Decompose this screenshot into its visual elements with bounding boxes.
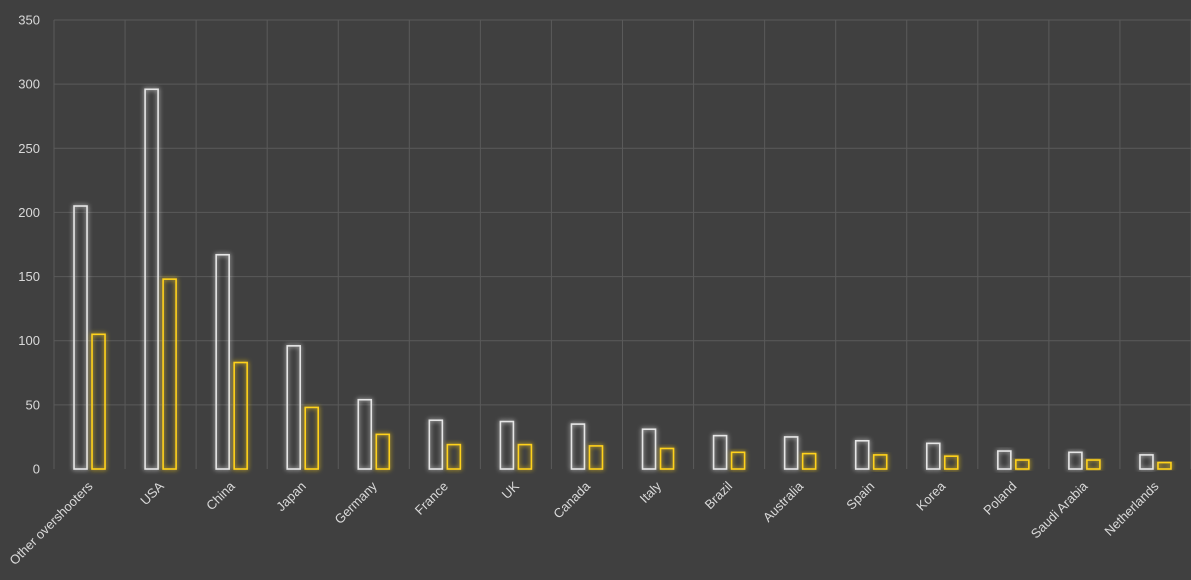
y-tick-label: 0 (33, 462, 40, 477)
bar-series-2 (801, 452, 817, 470)
bar-series-2 (91, 333, 106, 470)
bar-series-2 (730, 451, 746, 470)
y-tick-label: 100 (18, 333, 40, 348)
x-tick-label: Other overshooters (6, 478, 96, 568)
x-tick-label: Spain (843, 479, 877, 513)
gridlines (53, 19, 1191, 469)
y-tick-label: 250 (18, 141, 40, 156)
bar-series-1 (286, 345, 302, 470)
bar-series-2 (659, 447, 675, 470)
x-tick-label: Netherlands (1101, 478, 1162, 539)
x-tick-label: Germany (331, 478, 380, 527)
bar-series-2 (943, 455, 959, 470)
bar-series-2 (233, 361, 248, 470)
bar-series-2 (517, 443, 533, 470)
bar-series-1 (997, 450, 1012, 470)
bar-series-1 (73, 205, 88, 470)
bar-series-1 (357, 398, 373, 470)
y-tick-label: 150 (18, 269, 40, 284)
x-tick-label: Japan (273, 479, 309, 515)
x-tick-label: USA (137, 478, 167, 508)
y-axis-ticks: 0 50 100 150 200 250 300 350 (18, 13, 40, 477)
bar-series-1 (570, 423, 586, 470)
bar-series-2 (872, 454, 888, 470)
bar-series-1 (1068, 451, 1083, 470)
bar-series-1 (712, 434, 728, 470)
x-tick-label: France (412, 479, 451, 518)
x-tick-label: Brazil (702, 478, 736, 512)
x-tick-label: Australia (760, 478, 807, 525)
x-axis-ticks: Other overshooters USA China Japan Germany Fr… (6, 478, 1162, 568)
bar-series-1 (854, 439, 870, 470)
x-tick-label: Saudi Arabia (1028, 478, 1091, 541)
x-tick-label: UK (499, 478, 523, 502)
bar-series-2 (446, 443, 462, 470)
bar-series-1 (1139, 454, 1154, 470)
bar-series-1 (144, 88, 159, 470)
bar-series-1 (641, 428, 657, 470)
bar-series-2 (304, 406, 320, 470)
y-tick-label: 200 (18, 205, 40, 220)
x-tick-label: Italy (637, 478, 665, 506)
x-tick-label: China (203, 478, 238, 513)
y-tick-label: 300 (18, 77, 40, 92)
bar-series-2 (588, 445, 604, 470)
bar-series-2 (375, 433, 391, 470)
x-tick-label: Canada (550, 478, 593, 521)
bar-series-2 (1157, 461, 1172, 470)
x-tick-label: Korea (913, 478, 949, 514)
bar-series-1 (428, 419, 444, 470)
bar-series-1 (215, 253, 230, 470)
y-tick-label: 50 (26, 397, 40, 412)
x-tick-label: Poland (980, 479, 1019, 518)
bar-series-2 (1086, 459, 1101, 470)
bar-series-1 (499, 420, 515, 470)
bar-series-1 (925, 442, 941, 470)
bars (73, 88, 1172, 470)
y-tick-label: 350 (18, 13, 40, 28)
bar-series-2 (1015, 459, 1030, 470)
bar-series-1 (783, 436, 799, 470)
bar-series-2 (162, 278, 177, 470)
